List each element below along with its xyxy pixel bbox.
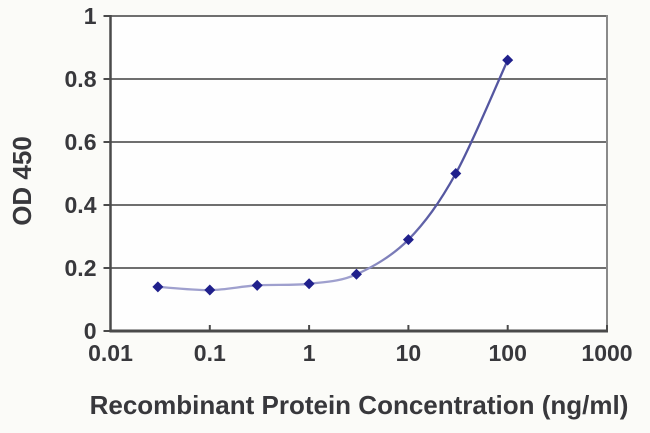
x-tick-label: 1 — [303, 340, 316, 366]
chart-generated: 0 0.2 0.4 0.6 0.8 1 0.01 0.1 1 10 100 1000 — [65, 3, 633, 366]
y-tick-label: 1 — [84, 3, 97, 29]
y-axis-title: OD 450 — [7, 136, 37, 226]
data-point-marker — [350, 268, 362, 280]
x-tick-label: 1000 — [581, 340, 632, 366]
y-tick-label: 0.8 — [65, 66, 97, 92]
x-axis-title: Recombinant Protein Concentration (ng/ml… — [90, 390, 629, 420]
x-tick-label: 10 — [396, 340, 422, 366]
x-tick-label: 0.1 — [194, 340, 226, 366]
y-tick-label: 0.6 — [65, 129, 97, 155]
y-tick-label: 0 — [84, 318, 97, 344]
data-point-marker — [402, 234, 414, 246]
y-tick-label: 0.4 — [65, 192, 97, 218]
data-point-marker — [204, 284, 216, 296]
y-tick-label: 0.2 — [65, 255, 97, 281]
data-point-marker — [251, 279, 263, 291]
x-tick-label: 0.01 — [88, 340, 133, 366]
data-point-marker — [303, 278, 315, 290]
data-point-marker — [502, 54, 514, 66]
plot-area — [110, 16, 607, 331]
x-tick-label: 100 — [489, 340, 527, 366]
data-point-marker — [450, 168, 462, 179]
data-point-marker — [152, 281, 164, 293]
